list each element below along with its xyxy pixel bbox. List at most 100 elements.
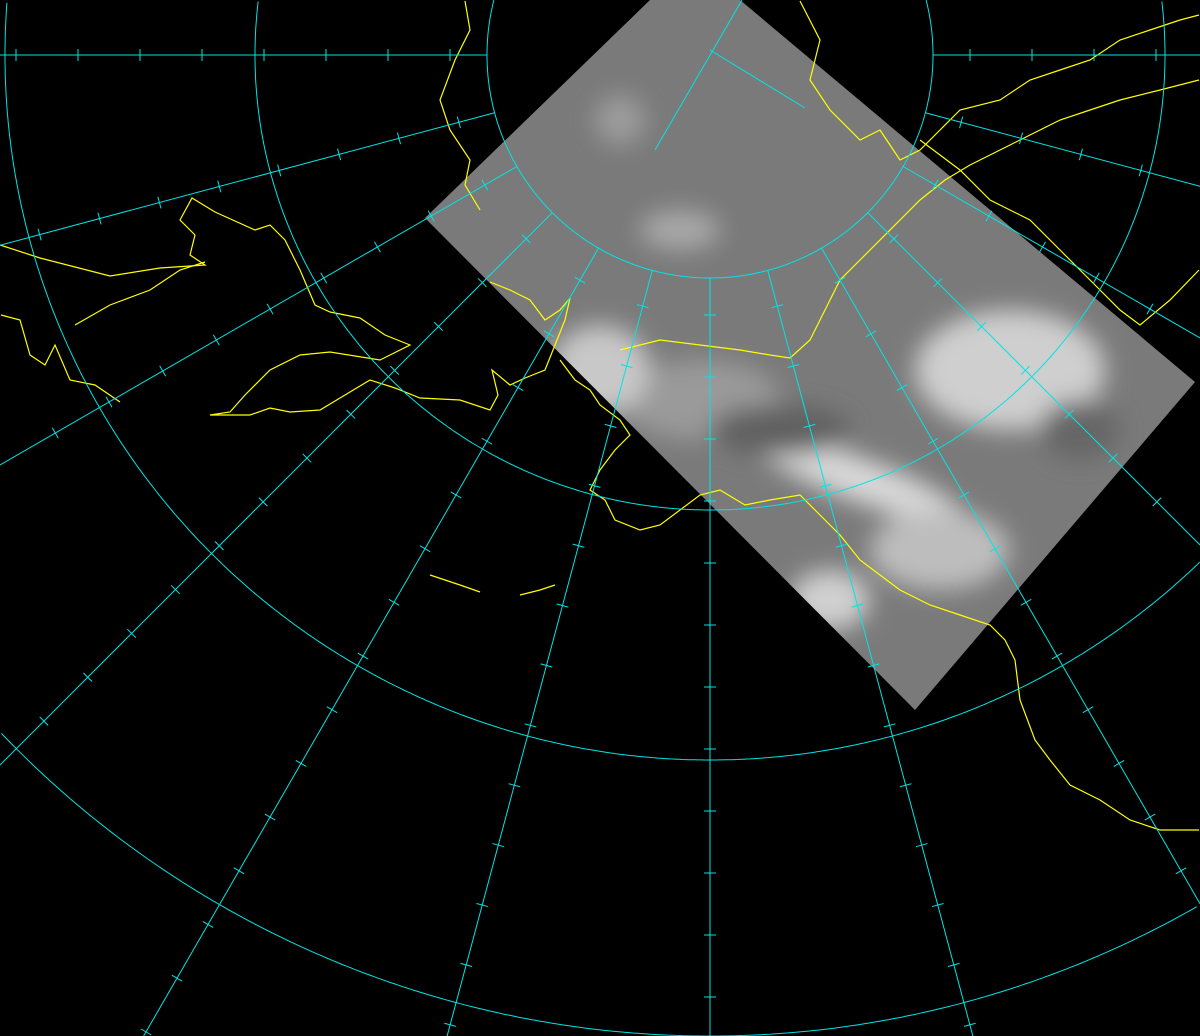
coastline-aleutians xyxy=(0,314,121,403)
graticule-tick xyxy=(37,228,42,241)
graticule-tick xyxy=(588,483,601,488)
graticule-tick xyxy=(419,545,431,553)
satellite-image xyxy=(425,0,1195,710)
graticule-tick xyxy=(481,179,489,191)
graticule-tick xyxy=(346,409,356,419)
cloud-features xyxy=(550,95,1120,630)
graticule-tick xyxy=(374,241,381,253)
graticule-tick xyxy=(126,628,137,639)
coastline-canada-islands xyxy=(799,0,1200,161)
coastline-siberia xyxy=(439,0,481,211)
graticule-tick xyxy=(444,1022,457,1027)
graticule-tick xyxy=(865,330,877,338)
graticule-tick xyxy=(1138,164,1143,177)
graticule-tick xyxy=(835,543,848,548)
meridian-line xyxy=(654,0,743,151)
latitude-circle xyxy=(1,733,1198,1036)
graticule-tick xyxy=(171,974,183,982)
graticule-tick xyxy=(140,1028,152,1036)
meridian-line xyxy=(925,112,1200,187)
graticule-tick xyxy=(620,363,633,369)
graticule-tick xyxy=(819,483,832,488)
meridian-line xyxy=(767,270,974,1036)
graticule-tick xyxy=(302,453,312,463)
graticule-tick xyxy=(1175,867,1187,875)
graticule-tick xyxy=(39,716,49,726)
graticule-tick xyxy=(433,321,444,332)
graticule-tick xyxy=(1051,652,1063,660)
graticule-tick xyxy=(896,384,908,391)
meridian-line xyxy=(821,247,1200,904)
graticule-tick xyxy=(963,1022,976,1027)
graticule-tick xyxy=(1020,598,1032,606)
graticule-tick xyxy=(214,541,224,551)
graticule-tick xyxy=(492,843,505,848)
graticule-tick xyxy=(266,303,274,315)
graticule-tick xyxy=(1092,272,1100,284)
graticule-tick xyxy=(202,921,214,928)
latitude-circle xyxy=(1161,1,1166,55)
graticule-tick xyxy=(481,437,493,445)
graticule-tick xyxy=(1018,132,1024,145)
coastlines xyxy=(0,0,1200,831)
graticule-tick xyxy=(51,427,59,439)
graticule-tick xyxy=(105,396,113,408)
graticule-tick xyxy=(1146,303,1154,315)
coastline-alaska-south xyxy=(559,359,1199,831)
graticule-tick xyxy=(933,278,943,288)
graticule-tick xyxy=(1082,706,1094,714)
graticule-tick xyxy=(170,584,181,595)
graticule-tick xyxy=(456,116,461,129)
graticule-tick xyxy=(976,321,987,332)
graticule-tick xyxy=(985,210,993,222)
graticule-tick xyxy=(899,783,912,788)
latitude-circle xyxy=(254,1,1166,511)
graticule-tick xyxy=(512,384,524,391)
coastline-small-islands-2 xyxy=(519,584,556,596)
graticule-tick xyxy=(460,962,473,967)
graticule-tick xyxy=(989,545,1001,553)
graticule-tick xyxy=(508,783,521,788)
graticule-tick xyxy=(867,663,880,668)
graticule-tick xyxy=(787,363,800,369)
graticule-tick xyxy=(157,196,162,209)
graticule-tick xyxy=(477,278,487,288)
graticule-tick xyxy=(1020,365,1030,375)
graticule-tick xyxy=(97,212,102,225)
graticule-tick xyxy=(931,179,939,191)
graticule-tick xyxy=(217,180,222,193)
graticule-tick xyxy=(427,210,435,222)
meridian-line xyxy=(709,49,806,109)
graticule-tick xyxy=(883,723,896,728)
graticule-tick xyxy=(388,598,400,606)
meridian-line xyxy=(143,247,599,1036)
graticule-tick xyxy=(834,276,846,284)
graticule-tick xyxy=(958,491,970,499)
graticule-tick xyxy=(927,437,939,445)
graticule-tick xyxy=(931,902,944,908)
graticule-tick xyxy=(915,843,928,848)
graticule-tick xyxy=(1078,148,1083,161)
graticule-tick xyxy=(83,672,93,682)
graticule-tick xyxy=(1113,759,1125,767)
graticule-tick xyxy=(851,603,864,608)
meridian-line xyxy=(902,166,1200,339)
graticule-tick xyxy=(295,759,307,767)
graticule-tick xyxy=(258,497,268,507)
coastline-islands xyxy=(919,139,1200,326)
graticule-tick xyxy=(889,234,899,244)
graticule-tick xyxy=(574,276,586,284)
graticule-tick xyxy=(337,148,342,161)
graticule-tick xyxy=(572,543,585,548)
graticule-tick xyxy=(636,304,649,309)
coastline-peninsula xyxy=(74,261,206,326)
graticule-tick xyxy=(959,116,964,129)
graticule-tick xyxy=(524,723,537,728)
coastline-small-islands xyxy=(429,574,481,593)
meridian-line xyxy=(0,112,495,246)
graticule-tick xyxy=(803,423,816,428)
graticule-tick xyxy=(1108,453,1118,463)
graticule-tick xyxy=(556,603,569,608)
